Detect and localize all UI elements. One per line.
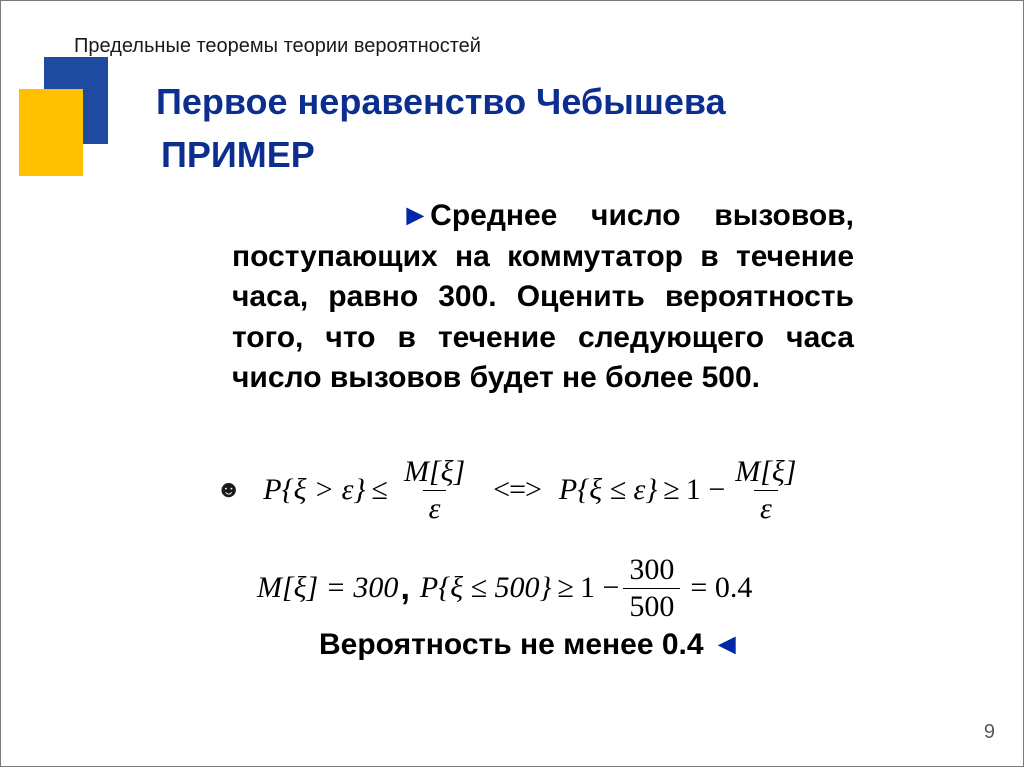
example-label: ПРИМЕР (161, 134, 315, 176)
f1-iff: <=> (475, 473, 559, 507)
f2-frac-den: 500 (623, 588, 680, 623)
start-marker-icon: ► (400, 199, 430, 232)
f1-frac1-den: ε (423, 490, 447, 525)
f2-comma: , (398, 569, 419, 608)
problem-text: Среднее число вызовов, поступающих на ко… (232, 199, 854, 394)
f1-rel1: ≤ (366, 473, 394, 507)
f1-lhs2: P{ξ ≤ ε} (559, 473, 657, 507)
f2-result: = 0.4 (684, 571, 758, 605)
f1-rel2: ≥ (657, 473, 685, 507)
slide-title: Первое неравенство Чебышева (156, 81, 726, 123)
f1-frac2-num: M[ξ] (729, 456, 802, 490)
conclusion-text: Вероятность не менее 0.4 (319, 628, 704, 661)
bullet-icon: ☻ (216, 476, 241, 504)
f1-lhs1: P{ξ > ε} (263, 473, 365, 507)
chebyshev-formula-line-1: ☻ P{ξ > ε} ≤ M[ξ] ε <=> P{ξ ≤ ε} ≥ 1 − M… (216, 456, 856, 524)
f2-one-minus: 1 − (580, 571, 619, 605)
f1-one-minus: 1 − (686, 473, 725, 507)
f2-frac-num: 300 (623, 554, 680, 588)
slide-subheader: Предельные теоремы теории вероятностей (74, 35, 481, 58)
end-marker-icon: ◄ (712, 628, 742, 661)
decoration-yellow-square (19, 89, 83, 176)
conclusion-line: Вероятность не менее 0.4 ◄ (319, 628, 742, 662)
f2-rel: ≥ (552, 571, 580, 605)
f1-frac2-den: ε (754, 490, 778, 525)
f1-fraction-1: M[ξ] ε (398, 456, 471, 524)
f2-expectation: M[ξ] = 300 (257, 571, 398, 605)
chebyshev-formula-line-2: M[ξ] = 300 , P{ξ ≤ 500} ≥ 1 − 300 500 = … (257, 554, 758, 622)
page-number: 9 (984, 721, 995, 744)
slide-container: Предельные теоремы теории вероятностей П… (0, 0, 1024, 767)
f2-fraction: 300 500 (623, 554, 680, 622)
f1-fraction-2: M[ξ] ε (729, 456, 802, 524)
f2-probability: P{ξ ≤ 500} (420, 571, 552, 605)
problem-statement: ►Среднее число вызовов, поступающих на к… (232, 196, 854, 399)
f1-frac1-num: M[ξ] (398, 456, 471, 490)
